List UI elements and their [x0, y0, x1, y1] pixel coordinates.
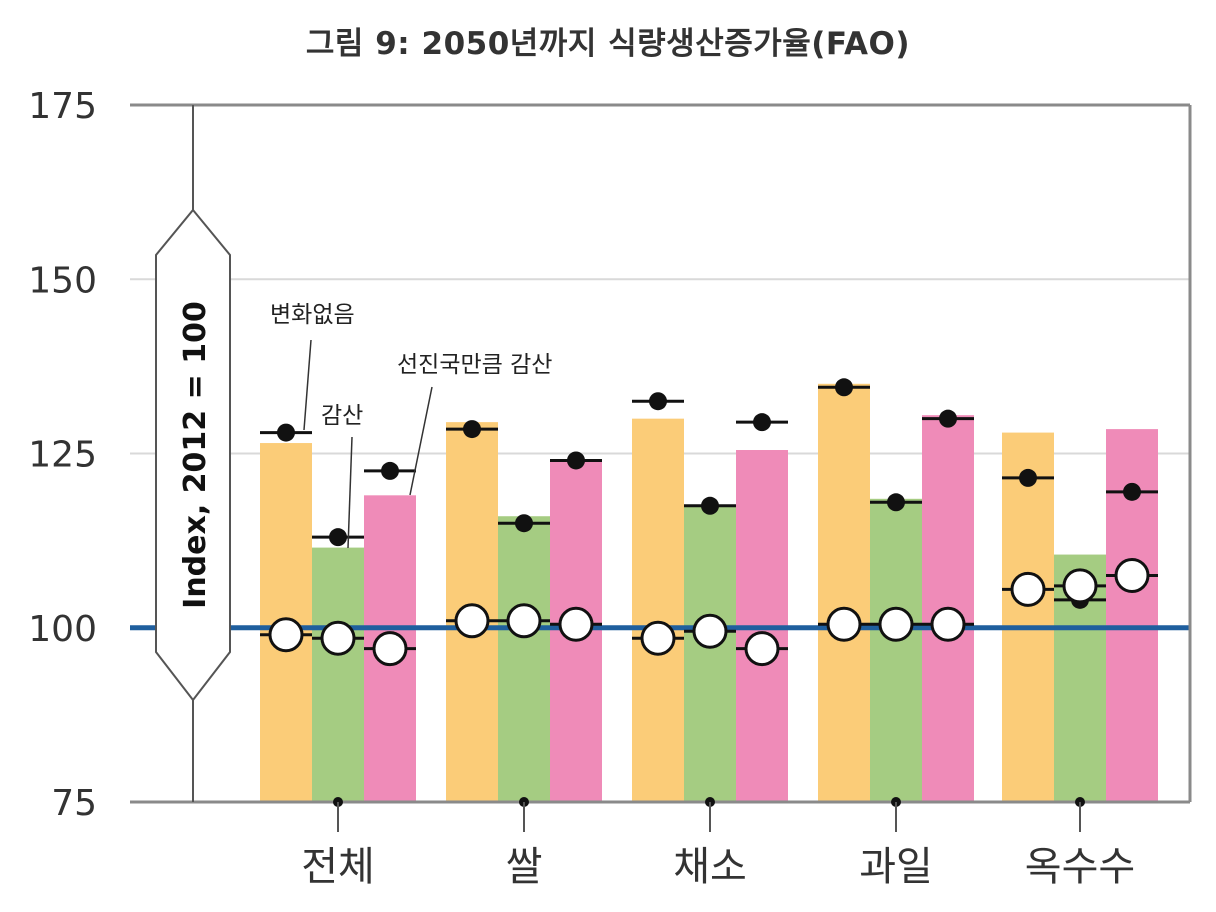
y-tick-label: 175	[28, 86, 97, 127]
data-point	[381, 461, 399, 480]
data-point	[567, 451, 585, 470]
open-circle-marker	[878, 606, 914, 642]
bar	[498, 516, 550, 802]
open-circle-marker	[454, 603, 490, 639]
annotation-leader	[409, 386, 433, 496]
open-circle-marker	[640, 620, 676, 656]
data-point	[701, 496, 719, 515]
axis-title-badge	[155, 208, 231, 702]
bar	[632, 418, 684, 802]
bar	[312, 547, 364, 802]
open-circle-marker	[558, 606, 594, 642]
open-circle-marker	[930, 606, 966, 642]
annotation-reduction: 감산	[321, 403, 363, 429]
data-point	[515, 514, 533, 533]
open-circle-marker	[506, 603, 542, 639]
annotation-no-change: 변화없음	[270, 302, 355, 328]
data-point	[939, 409, 957, 428]
annotation-leader	[303, 339, 312, 431]
chart-title: 그림 9: 2050년까지 식량생산증가율(FAO)	[305, 26, 911, 62]
y-tick-label: 125	[28, 435, 97, 476]
x-tick-label: 과일	[859, 844, 933, 890]
x-tick-label: 전체	[301, 844, 375, 890]
open-circle-marker	[1062, 568, 1098, 604]
bar	[870, 498, 922, 802]
open-circle-marker	[372, 631, 408, 667]
open-circle-marker	[320, 620, 356, 656]
open-circle-marker	[826, 606, 862, 642]
open-circle-marker	[1114, 557, 1150, 593]
data-point	[753, 413, 771, 432]
x-tick-label: 옥수수	[1025, 844, 1135, 890]
data-point	[1123, 482, 1141, 501]
y-tick-label: 150	[28, 260, 97, 301]
bar	[818, 383, 870, 802]
open-circle-marker	[268, 617, 304, 653]
bar	[684, 505, 736, 802]
open-circle-marker	[744, 631, 780, 667]
annotation-developed-reduction: 선진국만큼 감산	[397, 352, 552, 378]
y-tick-label: 100	[28, 609, 97, 650]
y-tick-label: 75	[51, 783, 97, 824]
data-point	[277, 423, 295, 442]
data-point	[1019, 468, 1037, 487]
annotation-leader	[347, 436, 353, 549]
open-circle-marker	[1010, 571, 1046, 607]
x-tick-label: 채소	[673, 844, 747, 890]
data-point	[329, 528, 347, 547]
y-axis-title: Index, 2012 = 100	[178, 301, 213, 609]
data-point	[463, 420, 481, 439]
data-point	[649, 392, 667, 411]
data-point	[887, 493, 905, 512]
open-circle-marker	[692, 613, 728, 649]
x-tick-label: 쌀	[506, 844, 543, 890]
bar	[1002, 432, 1054, 802]
data-point	[835, 378, 853, 397]
